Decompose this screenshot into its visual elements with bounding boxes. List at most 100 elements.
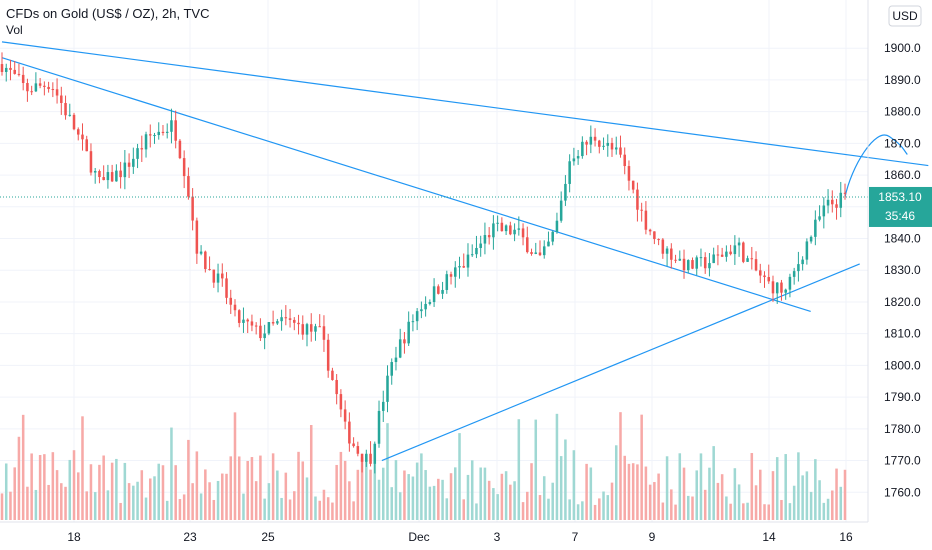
candle-body (496, 222, 499, 224)
volume-bar (242, 493, 245, 520)
price-axis: 1760.0 1770.0 1780.0 1790.0 1800.0 1810.0 1820… (867, 0, 921, 522)
volume-bar (674, 504, 677, 520)
volume-bar (110, 462, 114, 520)
time-tick-label: 9 (649, 530, 656, 544)
volume-bar (733, 468, 737, 520)
candle-body (784, 289, 787, 293)
candle-body (293, 319, 296, 323)
volume-bar (127, 483, 131, 520)
candle-body (68, 114, 72, 116)
volume-bar (284, 472, 288, 520)
candle-body (593, 136, 597, 141)
volume-bar (157, 463, 161, 520)
volume-bar (547, 498, 550, 520)
volume-bar (60, 483, 63, 520)
candle-body (767, 277, 771, 282)
candle-body (30, 91, 33, 93)
volume-bar (352, 501, 355, 520)
candle-body (165, 131, 169, 133)
volume-bar (737, 484, 741, 520)
candle-body (34, 83, 38, 92)
volume-bar (610, 482, 614, 520)
volume-bar (458, 433, 461, 520)
volume-bar (644, 466, 648, 520)
candle-body (373, 443, 377, 464)
volume-bar (729, 503, 732, 520)
volume-bar (64, 486, 67, 520)
volume-bar (267, 483, 271, 520)
candle-body (38, 83, 42, 86)
candle-body (775, 282, 779, 294)
volume-bar (445, 498, 449, 520)
price-tick-label: 1820.0 (884, 295, 921, 309)
candle-body (365, 453, 368, 462)
volume-bar (339, 451, 343, 520)
candle-body (381, 401, 385, 411)
candle-body (4, 67, 8, 72)
volume-bar (38, 455, 42, 520)
candle-body (43, 85, 46, 87)
candle-body (187, 176, 190, 197)
volume-bar (462, 499, 466, 520)
candle-body (759, 270, 762, 276)
volume-bar (771, 471, 775, 520)
volume-bar (93, 492, 97, 520)
candle-body (153, 135, 156, 137)
candle-body (657, 239, 660, 241)
candle-body (636, 189, 639, 210)
candle-body (670, 248, 673, 260)
candles (0, 52, 847, 474)
candle-body (720, 254, 724, 257)
volume-bar (818, 480, 821, 520)
volume-bar (839, 486, 843, 520)
candle-body (208, 269, 211, 271)
volume-bar (301, 461, 305, 520)
volume-bars (0, 412, 847, 520)
volume-bar (619, 412, 622, 520)
volume-bar (598, 498, 601, 520)
candle-body (538, 252, 542, 256)
price-tick-label: 1800.0 (884, 358, 921, 372)
volume-bar (449, 473, 453, 520)
price-tick-label: 1890.0 (884, 73, 921, 87)
candle-body (242, 319, 245, 323)
volume-bar (271, 453, 275, 520)
candle-body (653, 231, 656, 240)
candle-body (475, 247, 478, 255)
price-tick-label: 1880.0 (884, 105, 921, 119)
candle-body (216, 273, 220, 283)
candle-body (140, 148, 144, 150)
candle-body (225, 278, 228, 298)
candle-body (449, 274, 453, 277)
candle-body (504, 225, 508, 232)
countdown-label: 35:46 (885, 209, 915, 223)
candle-body (98, 170, 101, 178)
candle-body (123, 162, 127, 178)
volume-bar (76, 472, 80, 520)
volume-bar (415, 462, 419, 520)
volume-bar (170, 427, 173, 520)
volume-bar (703, 489, 707, 520)
candle-body (221, 273, 224, 279)
candle-body (648, 229, 652, 232)
volume-bar (229, 456, 233, 520)
volume-bar (276, 470, 279, 520)
candle-body (780, 282, 783, 293)
candle-body (805, 241, 809, 260)
candle-body (534, 252, 538, 254)
volume-bar (441, 479, 444, 520)
volume-bar (348, 481, 351, 520)
candle-body (326, 339, 330, 371)
candle-body (699, 257, 703, 259)
volume-bar (191, 483, 194, 520)
candle-body (441, 289, 444, 294)
candle-body (250, 321, 254, 326)
candle-body (195, 220, 199, 254)
candle-body (115, 170, 118, 182)
candle-body (826, 199, 830, 206)
volume-bar (280, 497, 283, 520)
volume-bar (725, 496, 728, 520)
candle-body (750, 258, 754, 260)
candle-body (619, 147, 622, 155)
